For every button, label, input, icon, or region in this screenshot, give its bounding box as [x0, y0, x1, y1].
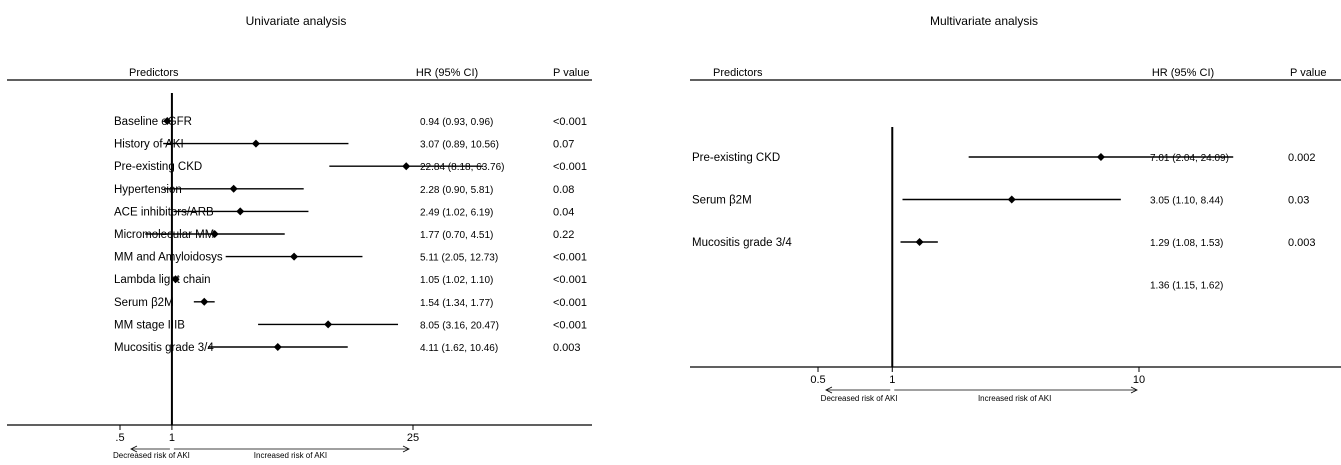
panel-1-row-1-hr-text: 0.94 (0.93, 0.96)	[420, 117, 493, 128]
panel-1-title: Univariate analysis	[246, 14, 347, 28]
panel-1-row-2-hr-marker	[251, 139, 260, 148]
panel-2-decrease-arrow-head	[825, 386, 833, 394]
panel-1-row-5-hr-marker	[236, 207, 245, 216]
panel-1-increased-risk-label: Increased risk of AKI	[254, 451, 327, 460]
panel-1-row-7-hr-marker	[290, 252, 299, 261]
panel-2-row-3-pvalue: 0.003	[1288, 237, 1316, 249]
panel-1-row-1-pvalue: <0.001	[553, 116, 587, 128]
panel-2-title: Multivariate analysis	[930, 14, 1038, 28]
panel-1-row-10-hr-text: 8.05 (3.16, 20.47)	[420, 320, 499, 331]
panel-1-tick-label-2: 1	[169, 432, 175, 444]
panel-2-increase-arrow-head	[1130, 386, 1138, 394]
panel-2-pvalue-header: P value	[1290, 67, 1327, 79]
panel-1-row-7-label: MM and Amyloidosys	[114, 252, 223, 264]
panel-1-row-7-hr-text: 5.11 (2.05, 12.73)	[420, 253, 498, 264]
panel-2-row-1-pvalue: 0.002	[1288, 152, 1316, 164]
panel-1-tick-label-3: 25	[407, 432, 419, 444]
panel-1-pvalue-header: P value	[553, 67, 590, 79]
panel-1-row-9-hr-marker	[200, 297, 209, 306]
panel-2-decreased-risk-label: Decreased risk of AKI	[821, 394, 898, 403]
panel-1-row-8-label: Lambda light chain	[114, 274, 211, 286]
panel-1-tick-label-1: .5	[115, 432, 124, 444]
panel-1-row-4-pvalue: 0.08	[553, 184, 574, 196]
panel-2-hr-header: HR (95% CI)	[1152, 67, 1214, 79]
panel-1-row-10-label: MM stage IIIB	[114, 319, 185, 331]
panel-1-row-2-hr-text: 3.07 (0.89, 10.56)	[420, 140, 499, 151]
panel-1-row-11-pvalue: 0.003	[553, 342, 581, 354]
panel-1-row-11-hr-marker	[273, 343, 282, 351]
panel-1-row-1-label: Baseline eGFR	[114, 116, 192, 128]
panel-1-row-10-pvalue: <0.001	[553, 319, 587, 331]
panel-1-row-8-hr-text: 1.05 (1.02, 1.10)	[420, 275, 493, 286]
panel-1-increase-arrow-head	[402, 445, 410, 453]
panel-1-row-8-pvalue: <0.001	[553, 274, 587, 286]
panel-1-row-11-hr-text: 4.11 (1.62, 10.46)	[420, 343, 498, 354]
panel-1-row-9-label: Serum β2M	[114, 297, 174, 309]
panel-1-row-8-hr-marker	[171, 275, 180, 284]
panel-2-tick-label-2: 1	[889, 374, 895, 386]
panel-1-row-3-hr-text: 22.84 (8.18, 63.76)	[420, 162, 505, 173]
panel-2-row-2-label: Serum β2M	[692, 195, 752, 207]
panel-2-row-2-hr-marker	[1007, 195, 1016, 204]
panel-1-decreased-risk-label: Decreased risk of AKI	[113, 451, 190, 460]
panel-2-row-2-hr-text: 3.05 (1.10, 8.44)	[1150, 196, 1223, 207]
panel-2-row-3-hr-text: 1.29 (1.08, 1.53)	[1150, 238, 1223, 249]
panel-1-row-7-pvalue: <0.001	[553, 252, 587, 264]
panel-1-row-3-label: Pre-existing CKD	[114, 161, 202, 173]
panel-2-tick-label-1: 0.5	[810, 374, 825, 386]
panel-2-row-4-hr-text: 1.36 (1.15, 1.62)	[1150, 281, 1223, 292]
panel-1-row-6-label: Micromolecular MM	[114, 229, 214, 241]
panel-1-row-9-hr-text: 1.54 (1.34, 1.77)	[420, 298, 493, 309]
panel-1-row-6-hr-text: 1.77 (0.70, 4.51)	[420, 230, 493, 241]
panel-1-predictors-header: Predictors	[129, 67, 179, 79]
panel-2-predictors-header: Predictors	[713, 67, 763, 79]
panel-2-row-3-hr-marker	[915, 238, 924, 246]
panel-2-tick-label-3: 10	[1133, 374, 1145, 386]
panel-1-row-5-pvalue: 0.04	[553, 206, 574, 218]
panel-2-increased-risk-label: Increased risk of AKI	[978, 394, 1051, 403]
panel-1-hr-header: HR (95% CI)	[416, 67, 478, 79]
panel-1-row-5-hr-text: 2.49 (1.02, 6.19)	[420, 207, 493, 218]
panel-2-row-3-label: Mucositis grade 3/4	[692, 237, 792, 249]
panel-2-row-1-hr-marker	[1096, 153, 1105, 161]
panel-1-row-4-hr-marker	[229, 184, 238, 193]
panel-2-row-1-label: Pre-existing CKD	[692, 152, 780, 164]
panel-1-row-3-hr-marker	[402, 162, 411, 171]
panel-1-row-5-label: ACE inhibitors/ARB	[114, 206, 214, 218]
panel-1-row-11-label: Mucositis grade 3/4	[114, 342, 214, 354]
panel-1-decrease-arrow-head	[130, 445, 138, 453]
panel-1-row-2-label: History of AKI	[114, 139, 184, 151]
panel-1-row-10-hr-marker	[324, 320, 333, 329]
panel-1-row-2-pvalue: 0.07	[553, 139, 574, 151]
panel-1-row-9-pvalue: <0.001	[553, 297, 587, 309]
panel-1-row-1-hr-marker	[163, 117, 172, 125]
panel-1-row-3-pvalue: <0.001	[553, 161, 587, 173]
panel-1-row-4-hr-text: 2.28 (0.90, 5.81)	[420, 185, 493, 196]
panel-2-row-2-pvalue: 0.03	[1288, 195, 1309, 207]
panel-1-row-4-label: Hypertension	[114, 184, 182, 196]
panel-1-row-6-hr-marker	[210, 230, 219, 238]
panel-1-row-6-pvalue: 0.22	[553, 229, 574, 241]
panel-2-row-1-hr-text: 7.01 (2.04, 24.09)	[1150, 153, 1229, 164]
